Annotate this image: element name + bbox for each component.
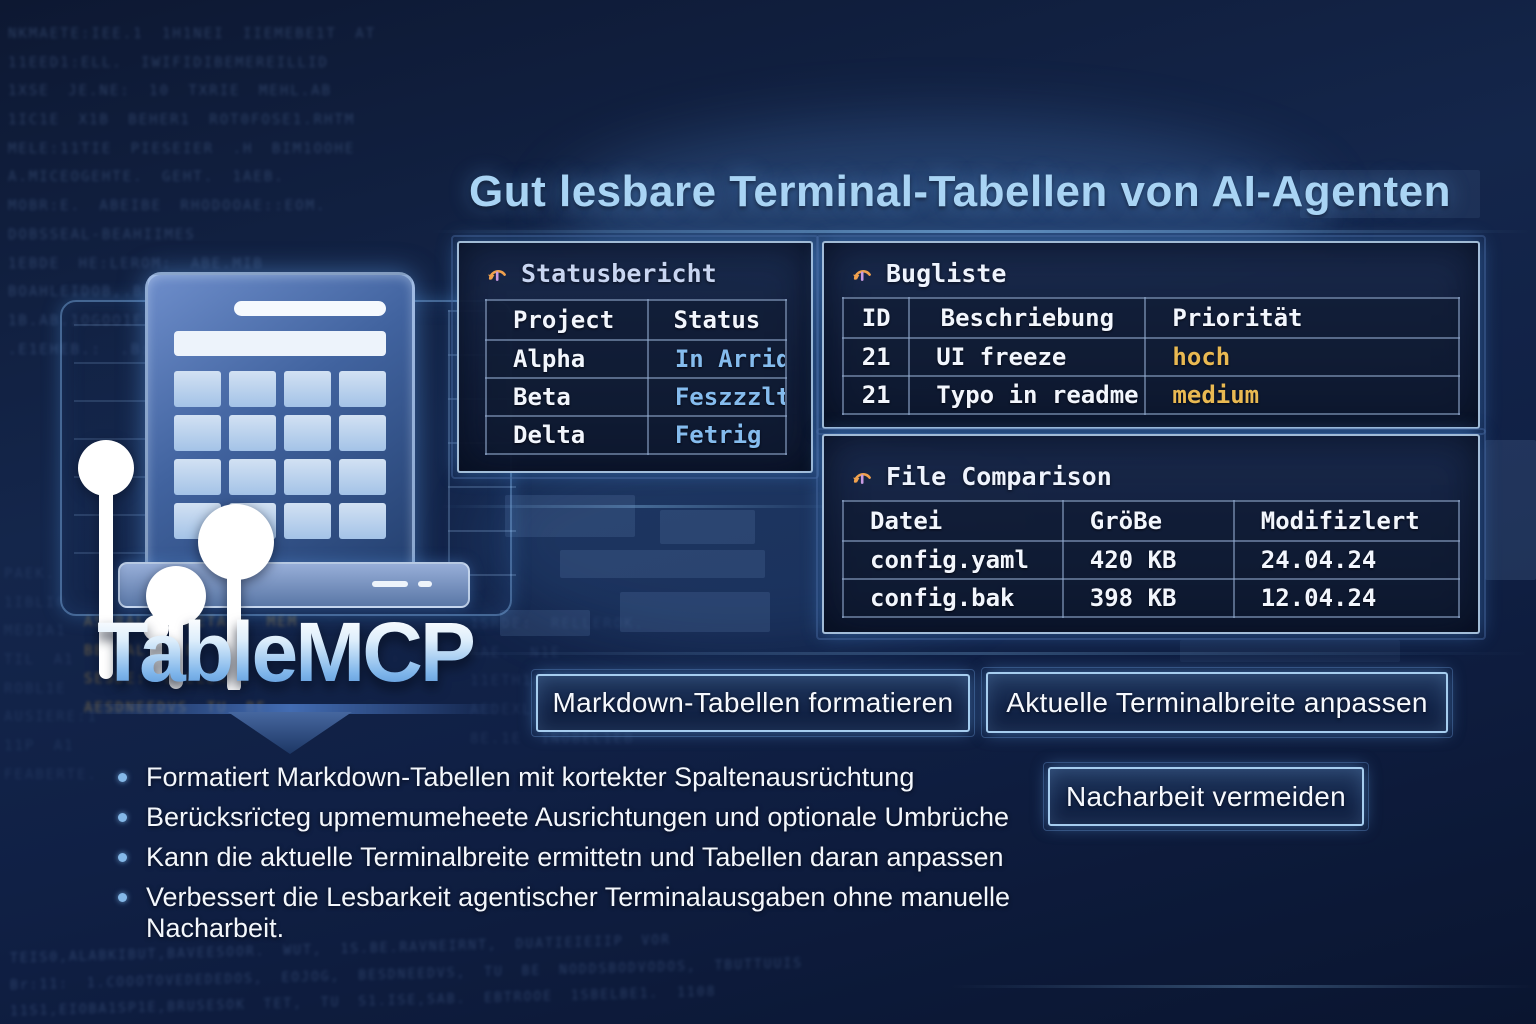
cell: config.bak	[842, 578, 1064, 618]
mosaic-block	[1485, 440, 1536, 580]
cell: Typo in readme	[908, 375, 1147, 415]
cell: 12.04.24	[1232, 578, 1461, 618]
mosaic-block	[500, 610, 590, 636]
mosaic-block	[1180, 640, 1400, 662]
cell: medium	[1144, 375, 1460, 415]
table-row: config.bak 398 KB 12.04.24	[842, 578, 1461, 618]
table-row: config.yaml 420 KB 24.04.24	[842, 540, 1461, 580]
mosaic-block	[505, 495, 635, 537]
column-header: ID	[841, 297, 911, 339]
chevron-down-icon	[228, 712, 352, 754]
cell: config.yaml	[842, 540, 1064, 580]
table-row: Beta Feszzzlt	[485, 377, 788, 417]
files-table: Datei GröBe Modifizlert config.yaml 420 …	[842, 500, 1461, 618]
column-header: GröBe	[1061, 500, 1235, 542]
light-streak	[430, 652, 1530, 655]
column-header: Beschriebung	[908, 297, 1147, 339]
column-header: Project	[485, 299, 649, 341]
circuit-traces-icon	[78, 440, 274, 690]
feature-bullet: Kann die aktuelle Terminalbreite ermitte…	[112, 842, 1112, 873]
doc-title-bar	[234, 301, 386, 316]
page-title: Gut lesbare Terminal-Tabellen von AI-Age…	[468, 167, 1451, 217]
cell: Beta	[485, 377, 649, 417]
panel-title: File Comparison	[886, 462, 1112, 491]
feature-bullet-list: Formatiert Markdown-Tabellen mit kortekt…	[112, 762, 1112, 953]
cell: Alpha	[485, 339, 649, 379]
table-row: Delta Fetrig	[485, 415, 788, 455]
table-row: Alpha In Arride	[485, 339, 788, 379]
avoid-rework-button[interactable]: Nacharbeit vermeiden	[1043, 762, 1369, 831]
status-table: Project Status Alpha In Arride Beta Fesz…	[485, 299, 788, 455]
light-streak	[430, 230, 1530, 233]
cell: 420 KB	[1061, 540, 1235, 580]
light-streak	[440, 505, 840, 508]
format-markdown-tables-button[interactable]: Markdown-Tabellen formatieren	[531, 669, 975, 737]
cell: 24.04.24	[1232, 540, 1461, 580]
panel-header: Bugliste	[850, 259, 1006, 288]
column-header: Modifizlert	[1232, 500, 1461, 542]
logo-underline	[80, 704, 500, 714]
light-streak	[950, 985, 1536, 988]
doc-cell-grid	[174, 371, 386, 539]
cell: In Arride	[646, 339, 788, 379]
cell: Feszzzlt	[646, 377, 788, 417]
panel-header: Statusbericht	[485, 259, 717, 288]
panel-header: File Comparison	[850, 462, 1112, 491]
logo-wordmark: TableMCP	[50, 604, 520, 701]
cell: Fetrig	[646, 415, 788, 455]
table-row: 21 UI freeze hoch	[841, 337, 1460, 377]
bugs-table: ID Beschriebung Priorität 21 UI freeze h…	[841, 297, 1460, 415]
mosaic-block	[660, 510, 755, 544]
cell: Delta	[485, 415, 649, 455]
base-dash	[418, 581, 432, 587]
doc-header-band	[174, 331, 386, 356]
table-document-icon	[145, 272, 415, 578]
mosaic-block	[560, 550, 765, 578]
file-comparison-panel: File Comparison Datei GröBe Modifizlert …	[816, 428, 1486, 640]
column-header: Status	[646, 299, 788, 341]
feature-bullet: Verbessert die Lesbarkeit agentischer Te…	[112, 882, 1112, 944]
column-header: Datei	[842, 500, 1064, 542]
base-dash	[372, 581, 408, 587]
panel-title: Statusbericht	[521, 259, 717, 288]
feature-bullet: Berücksrïcteg upmemumeheete Ausrichtunge…	[112, 802, 1112, 833]
adapt-terminal-width-button[interactable]: Aktuelle Terminalbreite anpassen	[981, 667, 1453, 738]
statusbericht-panel: Statusbericht Project Status Alpha In Ar…	[451, 235, 819, 479]
table-header-row: Datei GröBe Modifizlert	[842, 500, 1461, 542]
bugliste-panel: Bugliste ID Beschriebung Priorität 21 UI…	[816, 235, 1486, 435]
table-row: 21 Typo in readme medium	[841, 375, 1460, 415]
gauge-arrow-icon	[850, 465, 874, 489]
mosaic-block	[1300, 170, 1480, 218]
gauge-arrow-icon	[850, 262, 874, 286]
cell: 21	[841, 337, 911, 377]
gauge-arrow-icon	[485, 262, 509, 286]
table-header-row: ID Beschriebung Priorität	[841, 297, 1460, 339]
cell: 398 KB	[1061, 578, 1235, 618]
mosaic-block	[620, 592, 770, 632]
panel-title: Bugliste	[886, 259, 1007, 288]
table-header-row: Project Status	[485, 299, 788, 341]
cell: hoch	[1144, 337, 1460, 377]
feature-bullet: Formatiert Markdown-Tabellen mit kortekt…	[112, 762, 1112, 793]
column-header: Priorität	[1144, 297, 1460, 339]
cell: 21	[841, 375, 911, 415]
cell: UI freeze	[908, 337, 1147, 377]
